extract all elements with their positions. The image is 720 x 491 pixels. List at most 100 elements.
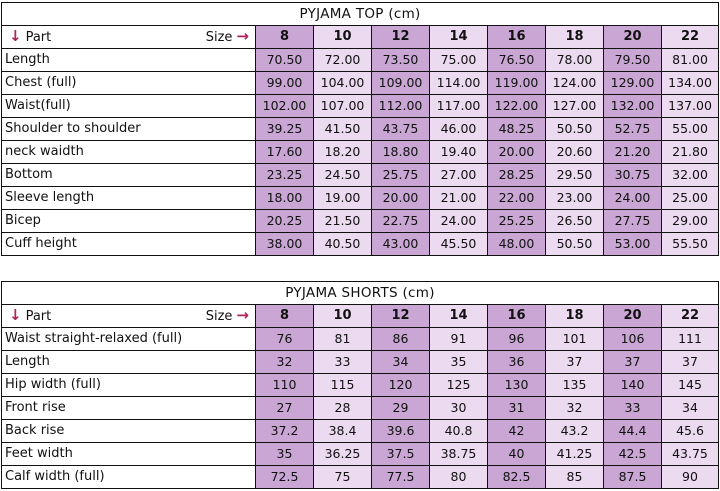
shorts-size-header-cell: 14 bbox=[429, 304, 488, 328]
top-value-cell: 24.50 bbox=[313, 163, 372, 187]
arrow-right-icon: → bbox=[236, 306, 249, 324]
top-size-header-cell: 14 bbox=[429, 25, 488, 49]
shorts-size-header-cell: 22 bbox=[661, 304, 719, 328]
top-size-header-cell: 18 bbox=[545, 25, 604, 49]
shorts-value-cell: 72.5 bbox=[255, 465, 314, 489]
top-value-cell: 22.00 bbox=[487, 186, 546, 210]
shorts-row-label: Calf width (full) bbox=[1, 465, 256, 489]
top-value-cell: 18.20 bbox=[313, 140, 372, 164]
top-size-header: Size → bbox=[206, 27, 249, 48]
shorts-value-cell: 39.6 bbox=[371, 419, 430, 443]
top-table-row: Cuff height 38.00 40.50 43.00 45.50 48.00 50.5… bbox=[1, 232, 720, 256]
top-table-row: Bicep 20.25 21.50 22.75 24.00 25.25 26.50 27.75… bbox=[1, 209, 720, 233]
top-value-cell: 134.00 bbox=[660, 71, 720, 95]
shorts-value-cell: 34 bbox=[371, 350, 430, 374]
shorts-value-cell: 36 bbox=[487, 350, 546, 374]
shorts-value-cell: 37.5 bbox=[371, 442, 430, 466]
top-value-cell: 24.00 bbox=[603, 186, 662, 210]
arrow-right-icon: → bbox=[236, 27, 249, 45]
top-value-cell: 24.00 bbox=[429, 209, 488, 233]
top-value-cell: 27.00 bbox=[429, 163, 488, 187]
shorts-value-cell: 101 bbox=[545, 327, 604, 351]
top-value-cell: 21.80 bbox=[660, 140, 720, 164]
shorts-value-cell: 111 bbox=[661, 327, 719, 351]
top-value-cell: 25.25 bbox=[487, 209, 546, 233]
shorts-value-cell: 76 bbox=[255, 327, 314, 351]
shorts-table-row: Feet width 35 36.25 37.5 38.75 40 41.25 42.5 43.… bbox=[1, 442, 719, 466]
shorts-value-cell: 44.4 bbox=[603, 419, 662, 443]
shorts-value-cell: 82.5 bbox=[487, 465, 546, 489]
shorts-table-row: Hip width (full) 110 115 120 125 130 135 140 145 bbox=[1, 373, 719, 397]
shorts-value-cell: 125 bbox=[429, 373, 488, 397]
top-value-cell: 117.00 bbox=[429, 94, 488, 118]
top-part-label: Part bbox=[25, 30, 52, 45]
top-value-cell: 21.20 bbox=[603, 140, 662, 164]
shorts-row-label: Back rise bbox=[1, 419, 256, 443]
top-value-cell: 21.50 bbox=[313, 209, 372, 233]
top-value-cell: 102.00 bbox=[255, 94, 314, 118]
top-table-row: Length 70.50 72.00 73.50 75.00 76.50 78.00 79.5… bbox=[1, 48, 720, 72]
shorts-value-cell: 34 bbox=[661, 396, 719, 420]
top-value-cell: 38.00 bbox=[255, 232, 314, 256]
pyjama-shorts-table: PYJAMA SHORTS (cm) ↓ Part Size → 8 10 12 14 16 18 2… bbox=[1, 281, 719, 489]
shorts-size-header-cell: 12 bbox=[371, 304, 430, 328]
shorts-size-header-cell: 10 bbox=[313, 304, 372, 328]
top-row-label: Bicep bbox=[1, 209, 256, 233]
shorts-value-cell: 90 bbox=[661, 465, 719, 489]
shorts-value-cell: 27 bbox=[255, 396, 314, 420]
top-value-cell: 20.00 bbox=[487, 140, 546, 164]
shorts-value-cell: 38.75 bbox=[429, 442, 488, 466]
shorts-value-cell: 31 bbox=[487, 396, 546, 420]
top-value-cell: 127.00 bbox=[545, 94, 604, 118]
top-table-row: Sleeve length 18.00 19.00 20.00 21.00 22.00 23… bbox=[1, 186, 720, 210]
shorts-value-cell: 96 bbox=[487, 327, 546, 351]
arrow-down-icon: ↓ bbox=[9, 306, 22, 324]
top-value-cell: 55.50 bbox=[660, 232, 720, 256]
shorts-value-cell: 43.75 bbox=[661, 442, 719, 466]
top-value-cell: 28.25 bbox=[487, 163, 546, 187]
shorts-value-cell: 37.2 bbox=[255, 419, 314, 443]
top-value-cell: 48.00 bbox=[487, 232, 546, 256]
top-value-cell: 43.00 bbox=[371, 232, 430, 256]
shorts-value-cell: 120 bbox=[371, 373, 430, 397]
top-value-cell: 124.00 bbox=[545, 71, 604, 95]
top-value-cell: 32.00 bbox=[660, 163, 720, 187]
top-value-cell: 107.00 bbox=[313, 94, 372, 118]
shorts-row-label: Waist straight-relaxed (full) bbox=[1, 327, 256, 351]
top-value-cell: 43.75 bbox=[371, 117, 430, 141]
shorts-value-cell: 32 bbox=[545, 396, 604, 420]
shorts-value-cell: 40.8 bbox=[429, 419, 488, 443]
shorts-value-cell: 45.6 bbox=[661, 419, 719, 443]
shorts-value-cell: 77.5 bbox=[371, 465, 430, 489]
top-value-cell: 81.00 bbox=[660, 48, 720, 72]
shorts-value-cell: 35 bbox=[429, 350, 488, 374]
shorts-table-title: PYJAMA SHORTS (cm) bbox=[1, 281, 719, 305]
shorts-size-header-cell: 20 bbox=[603, 304, 662, 328]
shorts-size-header-cell: 16 bbox=[487, 304, 546, 328]
top-value-cell: 78.00 bbox=[545, 48, 604, 72]
top-value-cell: 72.00 bbox=[313, 48, 372, 72]
shorts-value-cell: 28 bbox=[313, 396, 372, 420]
shorts-part-label: Part bbox=[25, 309, 52, 324]
top-size-header-cell: 16 bbox=[487, 25, 546, 49]
top-value-cell: 19.40 bbox=[429, 140, 488, 164]
top-value-cell: 73.50 bbox=[371, 48, 430, 72]
top-size-header-cell: 20 bbox=[603, 25, 662, 49]
shorts-size-label: Size bbox=[205, 309, 233, 324]
top-value-cell: 27.75 bbox=[603, 209, 662, 233]
top-value-cell: 19.00 bbox=[313, 186, 372, 210]
shorts-header-row: ↓ Part Size → 8 10 12 14 16 18 20 22 bbox=[1, 304, 719, 328]
shorts-value-cell: 80 bbox=[429, 465, 488, 489]
shorts-value-cell: 145 bbox=[661, 373, 719, 397]
shorts-value-cell: 85 bbox=[545, 465, 604, 489]
shorts-value-cell: 37 bbox=[661, 350, 719, 374]
shorts-table-row: Waist straight-relaxed (full) 76 81 86 91 96 1… bbox=[1, 327, 719, 351]
shorts-value-cell: 40 bbox=[487, 442, 546, 466]
top-size-header-cell: 10 bbox=[313, 25, 372, 49]
shorts-value-cell: 35 bbox=[255, 442, 314, 466]
shorts-value-cell: 41.25 bbox=[545, 442, 604, 466]
top-table-row: Shoulder to shoulder 39.25 41.50 43.75 46.00… bbox=[1, 117, 720, 141]
shorts-value-cell: 37 bbox=[545, 350, 604, 374]
top-value-cell: 99.00 bbox=[255, 71, 314, 95]
shorts-value-cell: 42.5 bbox=[603, 442, 662, 466]
